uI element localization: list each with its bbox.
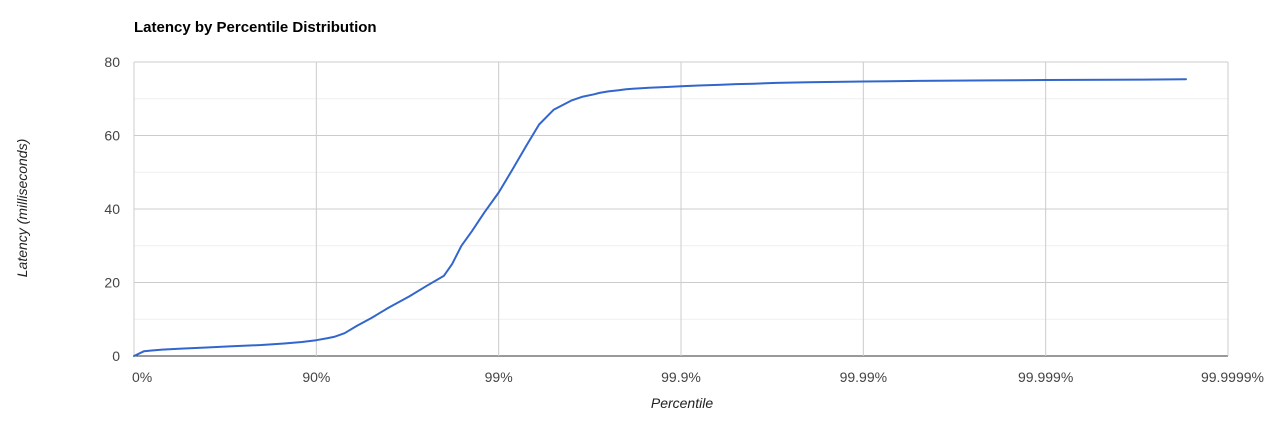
y-axis-title: Latency (milliseconds) (14, 139, 30, 278)
x-tick-label: 0% (132, 369, 152, 385)
x-tick-label: 99.99% (840, 369, 887, 385)
x-tick-label: 99.9% (661, 369, 701, 385)
y-tick-label: 40 (104, 201, 120, 217)
chart-title: Latency by Percentile Distribution (134, 19, 377, 36)
x-tick-label: 99% (485, 369, 513, 385)
y-axis-ticks: 0 20 40 60 80 (104, 54, 120, 364)
gridlines (133, 61, 1229, 357)
y-tick-label: 0 (112, 348, 120, 364)
x-axis-ticks: 0% 90% 99% 99.9% 99.99% 99.999% 99.9999% (132, 369, 1264, 385)
series-layer (133, 78, 1187, 357)
y-tick-label: 80 (104, 54, 120, 70)
y-tick-label: 60 (104, 128, 120, 144)
y-tick-label: 20 (104, 275, 120, 291)
series-line (133, 78, 1187, 357)
x-axis-title: Percentile (651, 395, 713, 411)
x-tick-label: 90% (302, 369, 330, 385)
x-tick-label: 99.999% (1018, 369, 1073, 385)
x-tick-label: 99.9999% (1201, 369, 1264, 385)
